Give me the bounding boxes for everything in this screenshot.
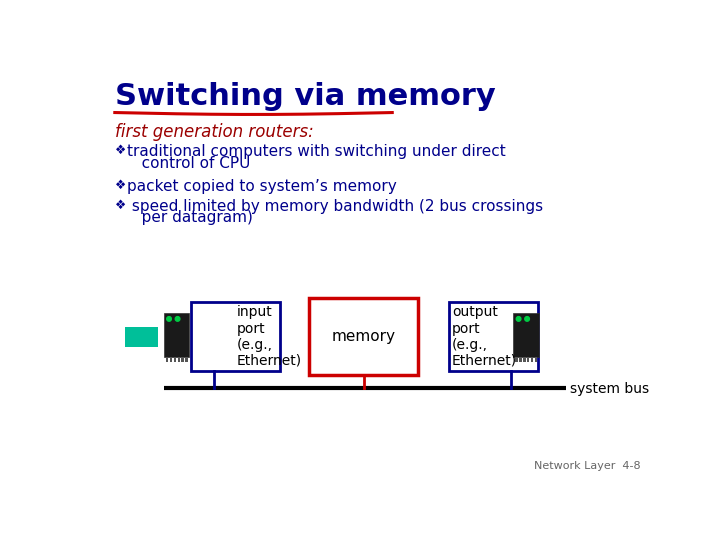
Bar [166, 357, 168, 362]
Text: packet copied to system’s memory: packet copied to system’s memory [127, 179, 397, 194]
Bar [174, 357, 176, 362]
Text: per datagram): per datagram) [127, 211, 253, 225]
Bar [178, 357, 180, 362]
Bar [523, 357, 526, 362]
Bar [535, 357, 537, 362]
Text: Network Layer  4-8: Network Layer 4-8 [534, 461, 640, 471]
Text: ❖: ❖ [114, 199, 126, 212]
Text: first generation routers:: first generation routers: [114, 123, 313, 141]
Text: input
port
(e.g.,
Ethernet): input port (e.g., Ethernet) [237, 305, 302, 368]
Bar [516, 357, 518, 362]
Bar [185, 357, 188, 362]
Circle shape [516, 316, 521, 321]
Circle shape [167, 316, 171, 321]
Bar [527, 357, 529, 362]
Circle shape [175, 316, 180, 321]
Bar [531, 357, 534, 362]
Circle shape [525, 316, 529, 321]
Text: control of CPU: control of CPU [127, 156, 251, 171]
Text: memory: memory [332, 329, 395, 344]
Text: system bus: system bus [570, 382, 649, 396]
Bar [163, 313, 189, 357]
Text: ❖: ❖ [114, 179, 126, 192]
Bar [191, 302, 280, 372]
Text: speed limited by memory bandwidth (2 bus crossings: speed limited by memory bandwidth (2 bus… [127, 199, 544, 214]
Bar [519, 357, 522, 362]
Bar [125, 327, 158, 347]
Bar [310, 298, 418, 375]
Text: Switching via memory: Switching via memory [114, 82, 495, 111]
Text: output
port
(e.g.,
Ethernet): output port (e.g., Ethernet) [452, 305, 517, 368]
Text: ❖: ❖ [114, 144, 126, 157]
Text: traditional computers with switching under direct: traditional computers with switching und… [127, 144, 506, 159]
Bar [181, 357, 184, 362]
Bar [513, 313, 539, 357]
Bar [170, 357, 172, 362]
Bar [449, 302, 538, 372]
